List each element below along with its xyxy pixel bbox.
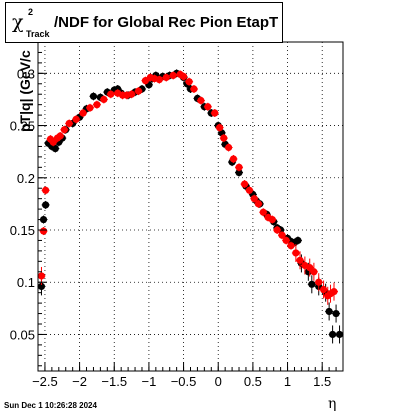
black-data-point [294,236,302,245]
red-data-point [216,124,224,132]
red-data-point [60,126,68,134]
red-data-point [245,186,254,194]
red-data-point [211,109,219,117]
red-data-point [310,268,318,276]
x-tick-label: −1 [141,374,156,389]
red-data-point [185,78,193,86]
red-data-point [155,76,163,84]
red-data-point [268,215,276,224]
chart-title-box: χ 2 Track /NDF for Global Rec Pion EtapT [5,2,283,43]
red-data-point [42,186,50,194]
red-data-point [93,101,101,109]
y-tick-label: 0.15 [10,223,35,238]
x-tick-label: 0.5 [244,374,262,389]
red-data-point [282,236,290,245]
red-data-point [65,119,73,128]
red-data-point [278,231,286,239]
x-tick-label: 0 [215,374,222,389]
red-data-point [204,103,212,111]
x-tick-label: −1.5 [101,374,127,389]
red-data-point [273,226,281,234]
red-data-point [250,195,258,203]
red-data-point [197,96,205,105]
y-tick-label: 0.05 [10,327,35,342]
chart-title: /NDF for Global Rec Pion EtapT [54,14,279,31]
black-data-point [51,144,59,153]
title-chi-symbol: χ [12,11,24,33]
y-tick-label: 0.25 [10,119,35,134]
y-axis-label: pT|q| (GeV/c [17,50,33,132]
y-tick-label: 0.2 [17,171,35,186]
red-data-point [100,95,108,104]
red-data-point [86,104,94,112]
black-data-point [42,201,50,209]
red-data-point [330,288,338,296]
red-data-point [107,90,115,98]
red-data-point [190,85,198,93]
red-data-point [179,72,188,81]
data-markers [37,69,344,344]
red-data-point [296,256,304,264]
red-data-point [259,208,267,216]
black-data-point [39,215,48,224]
y-tick-label: 0.3 [17,66,35,81]
x-axis-label: η [328,396,337,412]
red-data-point [254,200,263,208]
red-data-point [220,134,228,142]
title-superscript: 2 [28,7,34,17]
x-tick-label: −0.5 [171,374,197,389]
x-tick-label: −2.5 [32,374,58,389]
red-data-point [169,71,177,80]
red-data-point [39,227,48,235]
grid-lines [38,42,343,371]
red-data-point [72,115,80,123]
red-data-point [292,249,300,257]
tick-labels: −2.5 −2 −1.5 −1 −0.5 0 0.5 1 1.5 0.05 0.1 0.15 0.2 0.… [10,66,332,389]
red-data-point [127,90,136,98]
y-tick-label: 0.1 [17,275,35,290]
black-data-point [89,92,98,100]
black-data-point [329,330,337,339]
red-data-point [319,285,328,294]
red-data-point [315,278,323,286]
black-data-point [308,280,316,288]
black-data-point [37,282,46,290]
black-data-point [335,330,344,339]
red-data-point [287,242,295,250]
black-data-point [235,168,243,177]
x-tick-label: −2 [72,374,87,389]
red-data-point [37,272,46,280]
timestamp: Sun Dec 1 10:26:28 2024 [4,401,97,410]
red-data-point [134,87,143,95]
red-data-point [225,143,233,152]
black-data-point [325,307,333,316]
red-data-point [56,132,64,140]
red-data-point [229,155,238,163]
axis-ticks [37,51,344,371]
black-data-point [332,309,340,318]
x-tick-label: 1.5 [313,374,331,389]
x-tick-label: 1 [284,374,291,389]
red-data-point [240,180,249,188]
red-data-point [235,163,243,171]
red-data-point [79,109,87,117]
title-subscript: Track [26,29,50,39]
red-data-point [162,73,170,82]
